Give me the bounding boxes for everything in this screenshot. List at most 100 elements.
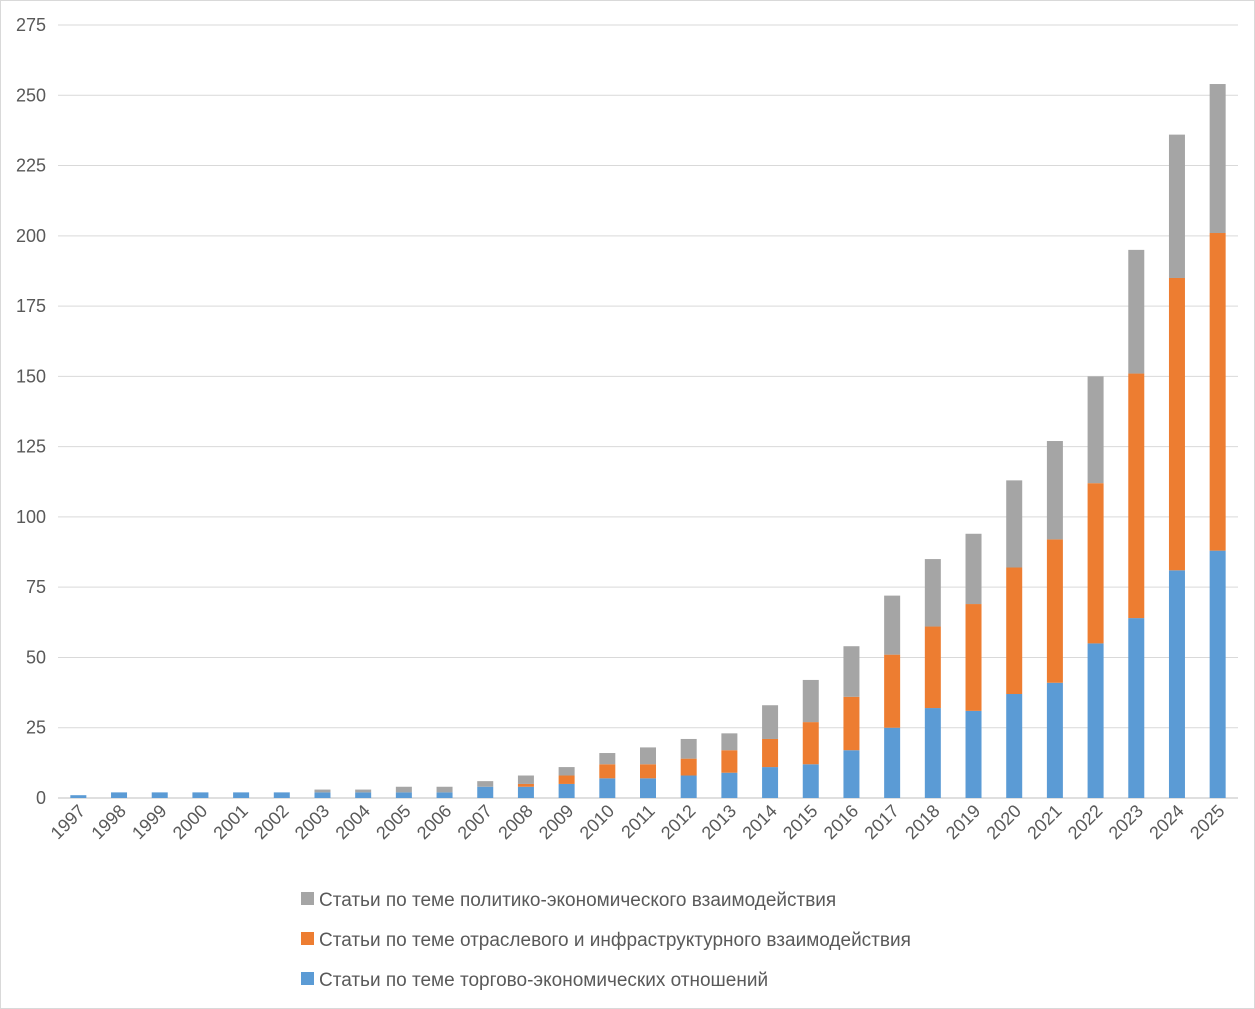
- bar-2006-series-2: [436, 786, 453, 793]
- bar-2013-series-0: [721, 772, 738, 798]
- y-tick-label: 250: [16, 85, 46, 105]
- bar-2009-series-2: [558, 767, 575, 776]
- x-tick-label: 1998: [87, 801, 129, 843]
- bar-1998-series-0: [111, 792, 128, 798]
- bar-2025-series-1: [1209, 233, 1226, 551]
- bar-2023-series-2: [1128, 249, 1145, 374]
- bar-2011-series-0: [640, 778, 656, 798]
- bar-2018-series-0: [924, 708, 941, 798]
- legend: Статьи по теме политико-экономического в…: [301, 890, 911, 991]
- bar-2018-series-2: [924, 559, 941, 627]
- bar-2013-series-2: [721, 733, 738, 751]
- x-tick-label: 2010: [576, 801, 618, 843]
- y-tick-label: 200: [16, 226, 46, 246]
- bar-2005-series-2: [395, 786, 412, 793]
- y-tick-label: 175: [16, 296, 46, 316]
- legend-swatch-0: [301, 972, 314, 985]
- bar-2009-series-1: [558, 775, 575, 784]
- bar-2012-series-1: [680, 758, 697, 776]
- bar-2020-series-0: [1006, 693, 1023, 798]
- bar-2013-series-1: [721, 750, 738, 773]
- y-tick-label: 75: [26, 577, 46, 597]
- x-tick-label: 2018: [901, 801, 943, 843]
- y-tick-label: 275: [16, 15, 46, 35]
- bar-2017-series-1: [884, 654, 901, 728]
- bar-1997-series-0: [70, 795, 87, 798]
- x-tick-label: 2000: [169, 801, 211, 843]
- legend-swatch-1: [301, 932, 314, 945]
- x-tick-label: 2021: [1023, 801, 1065, 843]
- y-tick-label: 0: [36, 788, 46, 808]
- bar-2017-series-0: [884, 727, 901, 798]
- legend-label-1: Статьи по теме отраслевого и инфраструкт…: [319, 930, 911, 951]
- bar-2018-series-1: [924, 626, 941, 709]
- bar-2007-series-2: [477, 781, 494, 787]
- x-axis-ticks: 1997199819992000200120022003200420052006…: [47, 801, 1229, 843]
- bar-2021-series-2: [1046, 441, 1063, 540]
- x-tick-label: 2023: [1105, 801, 1147, 843]
- bar-2003-series-0: [314, 792, 331, 798]
- x-tick-label: 2012: [657, 801, 699, 843]
- x-tick-label: 2007: [454, 801, 496, 843]
- y-tick-label: 225: [16, 156, 46, 176]
- x-tick-label: 2019: [942, 801, 984, 843]
- x-tick-label: 2005: [372, 801, 414, 843]
- x-tick-label: 2013: [698, 801, 740, 843]
- bar-2020-series-2: [1006, 480, 1023, 568]
- bar-2015-series-2: [802, 679, 819, 723]
- bar-2022-series-1: [1087, 483, 1104, 644]
- y-tick-label: 25: [26, 718, 46, 738]
- bars: [70, 84, 1226, 798]
- bar-2004-series-0: [355, 792, 372, 798]
- bar-2025-series-2: [1209, 84, 1226, 234]
- x-tick-label: 2015: [779, 801, 821, 843]
- bar-2009-series-0: [558, 783, 575, 798]
- x-tick-label: 2024: [1145, 801, 1187, 843]
- bar-2012-series-0: [680, 775, 697, 798]
- bar-2011-series-1: [640, 764, 656, 779]
- bar-2014-series-1: [762, 738, 779, 768]
- bar-2010-series-1: [599, 764, 616, 779]
- bar-2012-series-2: [680, 738, 697, 759]
- bar-2001-series-0: [233, 792, 250, 798]
- bar-2007-series-0: [477, 786, 494, 798]
- bar-2010-series-2: [599, 753, 616, 765]
- bar-2010-series-0: [599, 778, 616, 798]
- bar-2019-series-2: [965, 533, 982, 605]
- bar-2025-series-0: [1209, 550, 1226, 798]
- bar-2008-series-0: [517, 786, 534, 798]
- bar-2021-series-0: [1046, 682, 1063, 798]
- bar-2021-series-1: [1046, 539, 1063, 683]
- x-tick-label: 2006: [413, 801, 455, 843]
- bar-2002-series-0: [273, 792, 290, 798]
- x-tick-label: 1997: [47, 801, 89, 843]
- bar-2024-series-2: [1168, 134, 1185, 278]
- y-tick-label: 125: [16, 437, 46, 457]
- x-tick-label: 2022: [1064, 801, 1106, 843]
- bar-2023-series-1: [1128, 373, 1145, 619]
- x-tick-label: 1999: [128, 801, 170, 843]
- x-tick-label: 2008: [494, 801, 536, 843]
- legend-label-0: Статьи по теме торгово-экономических отн…: [319, 970, 768, 991]
- bar-2008-series-2: [517, 775, 534, 784]
- y-tick-label: 150: [16, 366, 46, 386]
- bar-2022-series-2: [1087, 376, 1104, 484]
- x-tick-label: 2016: [820, 801, 862, 843]
- bar-2024-series-0: [1168, 570, 1185, 798]
- bar-2006-series-0: [436, 792, 453, 798]
- bar-2019-series-0: [965, 710, 982, 798]
- x-tick-label: 2017: [861, 801, 903, 843]
- bar-2016-series-1: [843, 696, 860, 751]
- x-tick-label: 2011: [617, 801, 659, 843]
- x-tick-label: 2014: [738, 801, 780, 843]
- bar-2022-series-0: [1087, 643, 1104, 798]
- x-tick-label: 2009: [535, 801, 577, 843]
- legend-swatch-2: [301, 892, 314, 905]
- x-tick-label: 2002: [250, 801, 292, 843]
- bar-2005-series-0: [395, 792, 412, 798]
- x-tick-label: 2025: [1186, 801, 1228, 843]
- bar-2020-series-1: [1006, 567, 1023, 694]
- y-tick-label: 50: [26, 647, 46, 667]
